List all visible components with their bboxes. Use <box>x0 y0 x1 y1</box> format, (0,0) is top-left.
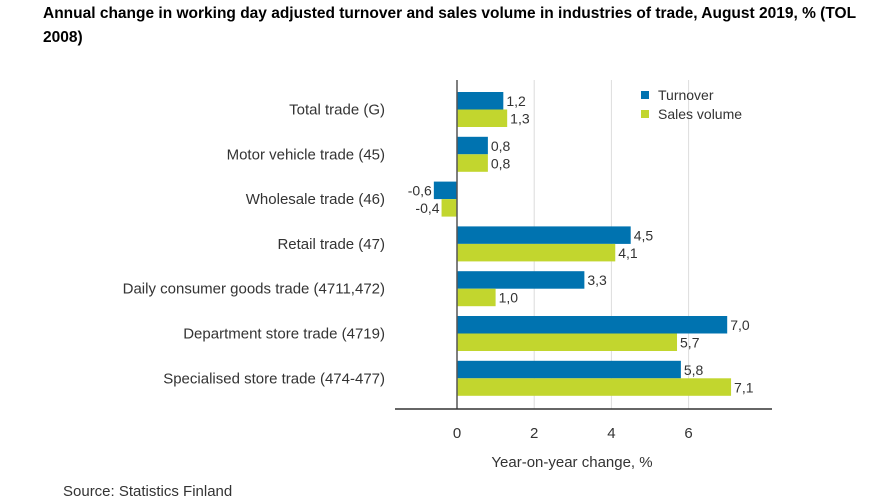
data-label: 4,5 <box>634 227 654 243</box>
x-tick-label: 4 <box>607 425 615 442</box>
bar-sales-volume <box>441 199 457 217</box>
legend: Turnover Sales volume <box>641 87 742 122</box>
data-label: 0,8 <box>491 138 511 154</box>
data-label: 3,3 <box>587 272 607 288</box>
category-label: Wholesale trade (46) <box>246 191 385 208</box>
category-label: Department store trade (4719) <box>183 326 385 343</box>
category-label: Total trade (G) <box>289 102 385 119</box>
x-tick-label: 2 <box>530 425 538 442</box>
category-label: Specialised store trade (474-477) <box>163 370 385 387</box>
category-label: Retail trade (47) <box>277 236 385 253</box>
bar-turnover <box>457 226 631 244</box>
bar-sales-volume <box>457 378 732 396</box>
data-label: 1,0 <box>499 290 519 306</box>
data-label: 7,0 <box>730 317 750 333</box>
bar-sales-volume <box>457 288 496 307</box>
data-label: -0,6 <box>408 183 432 199</box>
bar-sales-volume <box>457 333 678 351</box>
legend-label: Turnover <box>658 87 714 103</box>
bar-sales-volume <box>457 154 488 172</box>
legend-swatch <box>641 110 649 118</box>
bar-turnover <box>457 92 504 110</box>
data-label: 5,7 <box>680 335 700 351</box>
x-axis: 0 2 4 6 <box>395 80 772 442</box>
bar-turnover <box>457 271 585 289</box>
legend-label: Sales volume <box>658 106 742 122</box>
category-labels: Total trade (G) Motor vehicle trade (45) W… <box>123 102 385 388</box>
bars <box>433 92 732 396</box>
x-tick-label: 0 <box>453 425 461 442</box>
data-label: 7,1 <box>734 379 754 395</box>
data-label: 4,1 <box>618 245 638 261</box>
category-label: Daily consumer goods trade (4711,472) <box>123 281 385 298</box>
bar-sales-volume <box>457 243 616 262</box>
category-label: Motor vehicle trade (45) <box>227 146 385 163</box>
chart-title: Annual change in working day adjusted tu… <box>43 5 856 46</box>
bar-turnover <box>457 360 681 379</box>
bar-turnover <box>457 136 488 155</box>
bar-turnover <box>457 316 728 334</box>
data-label: 5,8 <box>684 362 704 378</box>
data-label: -0,4 <box>415 200 439 216</box>
data-label: 0,8 <box>491 155 511 171</box>
bar-turnover <box>433 181 457 200</box>
data-labels: 1,2 1,3 0,80,8 -0,6-0,4 4,5 4,1 3,3 1,0 7,0 5,7 5,… <box>408 93 754 395</box>
data-label: 1,3 <box>510 111 530 127</box>
x-tick-label: 6 <box>684 425 692 442</box>
data-label: 1,2 <box>506 93 526 109</box>
bar-sales-volume <box>457 109 508 127</box>
x-axis-label: Year-on-year change, % <box>491 454 652 471</box>
source-note: Source: Statistics Finland <box>63 483 233 500</box>
legend-swatch <box>641 91 649 99</box>
